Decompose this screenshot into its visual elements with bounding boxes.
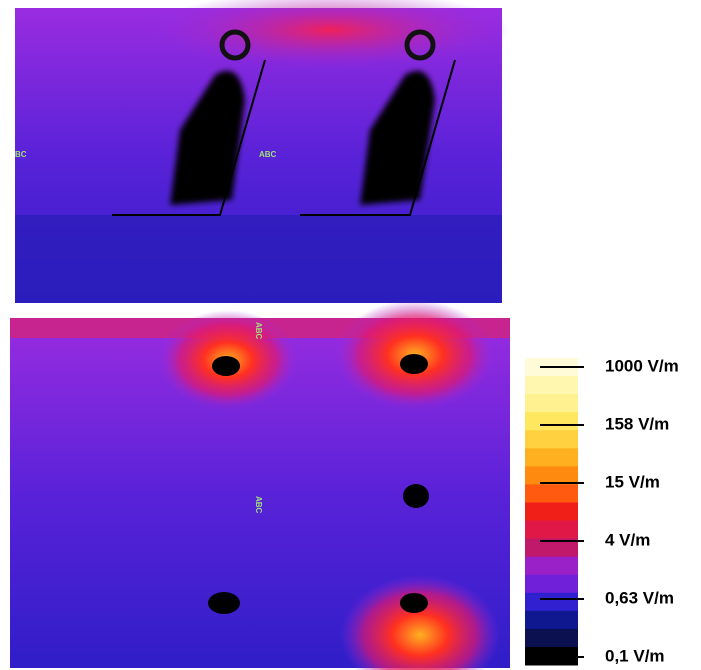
colorbar-step [525,574,578,594]
legend-label: 0,1 V/m [605,646,665,665]
panel-label: ABC [259,150,277,159]
colorbar-step [525,502,578,522]
bottom-panel: ABC ABC [10,300,510,670]
legend-label: 4 V/m [605,530,650,549]
colorbar-step [525,394,578,413]
legend-label: 0,63 V/m [605,588,674,607]
legend: 1000 V/m 158 V/m 15 V/m 4 V/m 0,63 V/m 0,1 V/… [540,356,679,665]
panel-label: ABC [254,322,263,340]
colorbar-step [525,430,578,449]
legend-label: 158 V/m [605,414,669,433]
colorbar-step [525,376,578,395]
colorbar-step [525,484,578,503]
top-panel: BC ABC [15,0,510,303]
colorbar-step [525,520,578,540]
colorbar-step [525,556,578,576]
colorbar-step [525,448,578,467]
colorbar-step [525,466,578,485]
colorbar [525,358,578,666]
colorbar-step [525,412,578,431]
colorbar-step [525,610,578,630]
panel-label: BC [15,150,27,159]
colorbar-step [525,592,578,612]
colorbar-step [525,538,578,558]
colorbar-step [525,628,578,648]
panel-label: ABC [254,496,263,514]
legend-label: 15 V/m [605,472,660,491]
legend-label: 1000 V/m [605,356,679,375]
